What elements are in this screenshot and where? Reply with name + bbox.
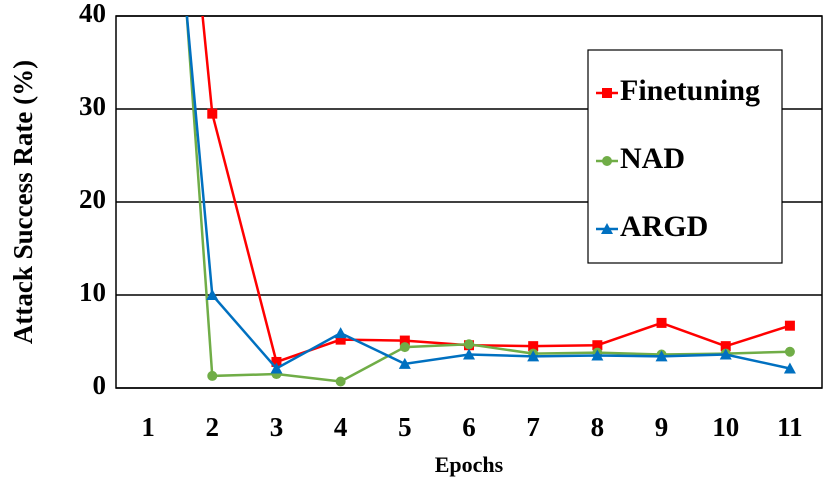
marker bbox=[591, 349, 604, 361]
marker bbox=[271, 356, 282, 367]
marker bbox=[463, 348, 475, 360]
y-tick-label: 10 bbox=[79, 277, 106, 307]
x-tick-label: 6 bbox=[462, 412, 476, 442]
marker bbox=[399, 335, 410, 346]
marker bbox=[527, 350, 540, 362]
y-tick-label: 20 bbox=[79, 184, 106, 214]
marker bbox=[528, 341, 539, 352]
legend-label: Finetuning bbox=[620, 74, 760, 107]
marker bbox=[784, 346, 795, 357]
marker bbox=[601, 223, 613, 234]
marker bbox=[399, 342, 410, 353]
x-tick-label: 4 bbox=[334, 412, 348, 442]
y-tick-label: 0 bbox=[93, 370, 107, 400]
legend-label: NAD bbox=[620, 142, 685, 175]
marker bbox=[464, 339, 474, 350]
marker bbox=[334, 327, 347, 339]
x-tick-label: 1 bbox=[141, 412, 155, 442]
x-tick-label: 5 bbox=[398, 412, 412, 442]
y-axis-label: Attack Success Rate (%) bbox=[8, 60, 38, 344]
y-tick-label: 40 bbox=[79, 0, 106, 28]
marker bbox=[602, 88, 612, 98]
x-tick-label: 7 bbox=[526, 412, 540, 442]
x-tick-label: 2 bbox=[206, 412, 220, 442]
marker bbox=[206, 289, 219, 300]
x-axis-label: Epochs bbox=[435, 452, 504, 477]
legend-box bbox=[587, 49, 783, 264]
x-tick-label: 8 bbox=[591, 412, 605, 442]
marker bbox=[207, 108, 218, 119]
marker bbox=[719, 348, 732, 360]
marker bbox=[592, 340, 603, 351]
legend-label: ARGD bbox=[620, 210, 708, 243]
plot-border bbox=[115, 15, 823, 389]
marker bbox=[602, 156, 612, 166]
x-tick-label: 9 bbox=[655, 412, 669, 442]
marker bbox=[270, 362, 283, 374]
plot-area bbox=[185, 16, 796, 387]
marker bbox=[335, 334, 346, 345]
marker bbox=[656, 317, 667, 328]
y-tick-label: 30 bbox=[79, 91, 106, 121]
marker bbox=[783, 362, 796, 374]
marker bbox=[784, 320, 795, 331]
marker bbox=[207, 370, 218, 381]
marker bbox=[720, 341, 731, 352]
marker bbox=[335, 376, 346, 387]
marker bbox=[398, 357, 411, 369]
x-tick-label: 11 bbox=[777, 412, 803, 442]
marker bbox=[655, 350, 668, 362]
x-tick-label: 3 bbox=[270, 412, 284, 442]
x-tick-label: 10 bbox=[712, 412, 739, 442]
